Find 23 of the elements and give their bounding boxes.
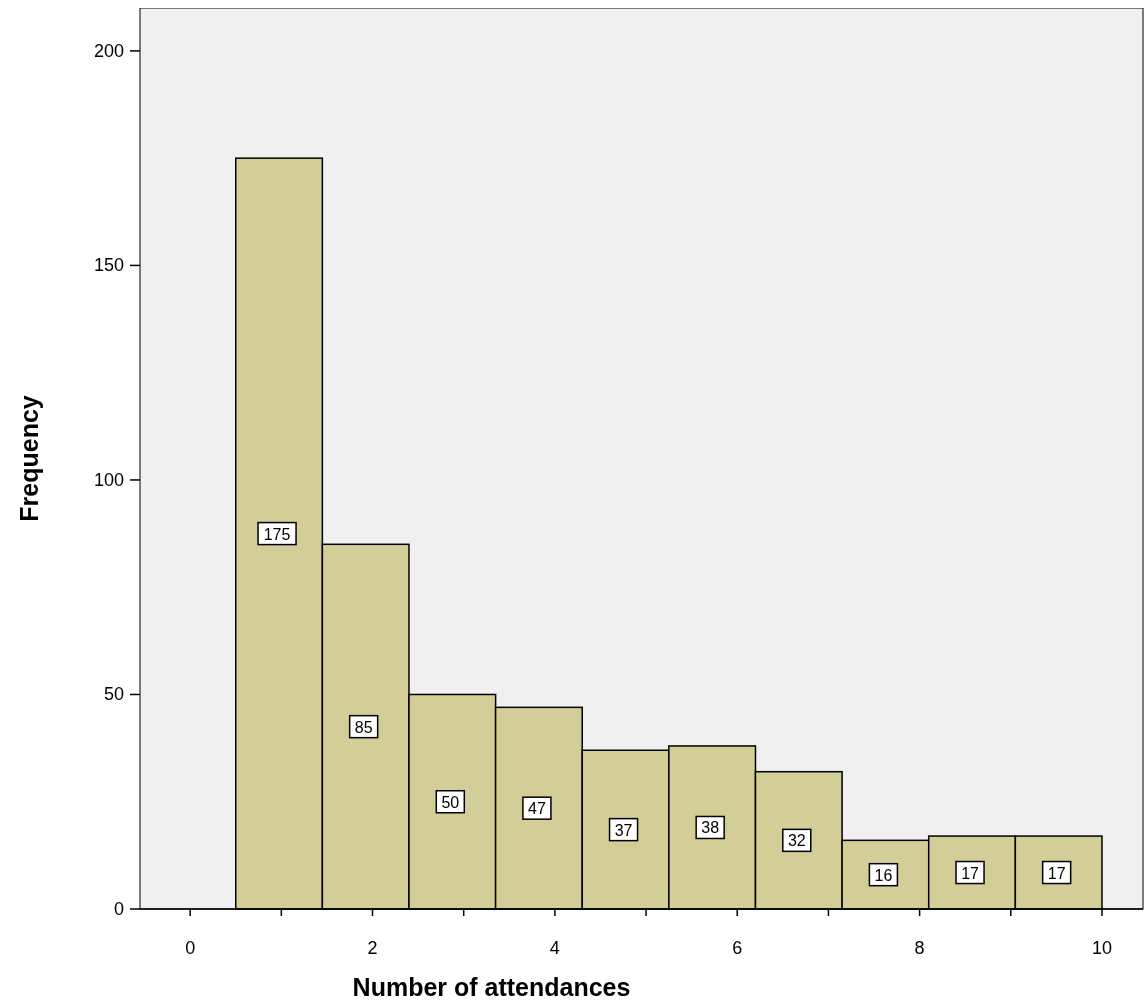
x-tick-label: 10 [1091, 938, 1112, 958]
y-tick-label: 100 [93, 469, 124, 490]
data-label: 17 [961, 864, 980, 882]
data-label: 37 [614, 821, 633, 839]
data-label: 47 [528, 800, 546, 818]
y-axis-title: Frequency [15, 395, 43, 522]
x-tick-label: 0 [185, 938, 196, 958]
y-tick-label: 0 [113, 899, 124, 919]
data-label: 50 [441, 793, 460, 811]
data-label: 16 [874, 866, 893, 884]
data-label: 175 [263, 525, 291, 543]
y-tick-label: 200 [93, 40, 124, 61]
data-label: 85 [354, 718, 373, 736]
data-label: 38 [701, 819, 720, 837]
x-tick-label: 6 [732, 938, 743, 958]
x-tick-label: 8 [914, 938, 925, 958]
data-label: 32 [787, 832, 806, 850]
y-tick-label: 150 [93, 255, 124, 276]
y-tick-label: 50 [103, 684, 124, 705]
x-tick-label: 4 [549, 938, 560, 958]
data-label: 17 [1047, 864, 1066, 882]
x-axis-title: Number of attendances [352, 973, 631, 1001]
x-tick-label: 2 [367, 938, 378, 958]
